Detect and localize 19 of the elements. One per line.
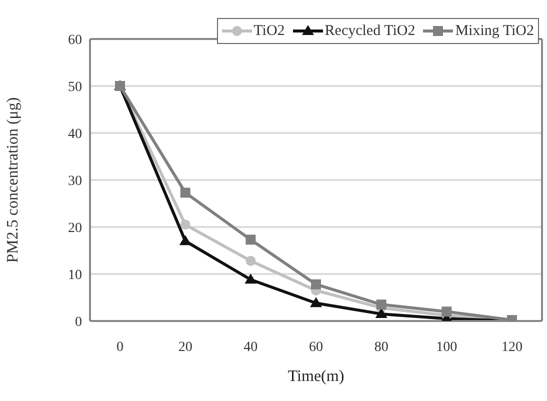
- x-tick-label: 0: [116, 340, 124, 355]
- y-tick-label: 30: [68, 174, 82, 189]
- y-tick-label: 10: [68, 268, 82, 283]
- y-tick-label: 60: [68, 32, 82, 48]
- x-tick-label: 80: [374, 340, 388, 355]
- x-tick-label: 40: [244, 340, 258, 355]
- x-tick-label: 120: [502, 340, 522, 355]
- y-tick-label: 0: [75, 314, 82, 330]
- y-tick-label: 40: [68, 126, 82, 142]
- y-axis-title: PM2.5 concentration (μg): [4, 97, 22, 263]
- legend-label: Mixing TiO2: [454, 22, 534, 41]
- x-tick-label: 20: [178, 340, 192, 355]
- x-tick-label: 100: [436, 340, 458, 355]
- x-tick-label: 60: [309, 340, 323, 355]
- y-tick-label: 50: [68, 80, 82, 95]
- legend-label: TiO2: [252, 22, 285, 41]
- y-tick-label: 20: [68, 220, 82, 236]
- x-axis-title: Time(m): [288, 368, 344, 385]
- legend-label: Recycled TiO2: [324, 22, 416, 41]
